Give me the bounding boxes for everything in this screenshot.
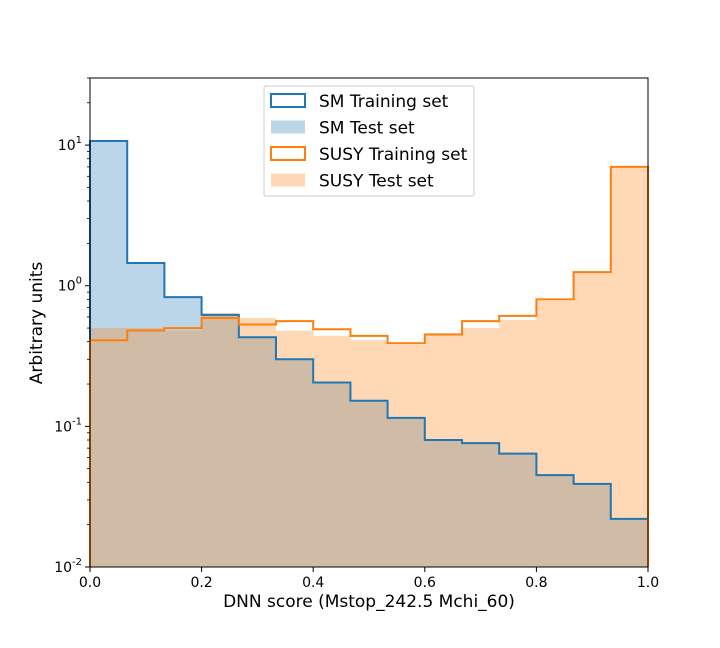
step-sm-training-set [89, 139, 649, 567]
y-tick-label: 101 [58, 135, 82, 154]
bar-susy-test-set-2 [164, 330, 202, 567]
legend-swatch-susy-training-set [270, 146, 306, 161]
bar-sm-test-set-8 [387, 417, 425, 567]
x-axis: 0.0 0.2 0.4 0.6 0.8 1.0 [79, 567, 659, 591]
bar-sm-test-set-2 [164, 297, 202, 567]
legend-swatch-sm-test-set [271, 120, 305, 134]
bar-susy-test-set-1 [127, 328, 165, 567]
x-axis-label: DNN score (Mstop_242.5 Mchi_60) [223, 592, 515, 612]
y-tick-label: 10-2 [54, 557, 82, 576]
bar-sm-test-set-1 [127, 263, 165, 567]
plot-frame [89, 77, 649, 568]
y-tick-label: 10-1 [54, 416, 82, 435]
legend: SM Training set SM Test set SUSY Training … [263, 85, 475, 197]
bar-sm-test-set-9 [424, 439, 463, 567]
bar-sm-test-set-4 [238, 337, 276, 567]
x-tick-label: 0.6 [414, 575, 436, 591]
bar-susy-test-set-0 [90, 328, 128, 567]
step-susy-training-set [89, 165, 649, 567]
bar-sm-test-set-11 [499, 453, 537, 567]
legend-label-sm-training-set: SM Training set [319, 92, 449, 112]
histogram-bars [90, 140, 648, 568]
bar-sm-test-set-5 [275, 359, 314, 567]
x-tick-label: 0.8 [525, 575, 547, 591]
legend-box [263, 85, 475, 197]
y-tick-label: 100 [58, 276, 82, 295]
bar-sm-test-set-13 [573, 483, 611, 567]
y-axis-label: Arbitrary units [27, 262, 47, 385]
legend-label-susy-training-set: SUSY Training set [319, 145, 468, 165]
bar-susy-test-set-12 [536, 300, 574, 567]
bar-sm-test-set-0 [90, 140, 128, 567]
histogram-steps [89, 139, 649, 567]
x-tick-label: 0.4 [302, 575, 324, 591]
legend-label-susy-test-set: SUSY Test set [319, 172, 434, 192]
x-tick-label: 0.0 [79, 575, 101, 591]
bar-susy-test-set-10 [462, 328, 500, 567]
legend-swatch-susy-test-set [271, 173, 305, 187]
bar-susy-test-set-3 [201, 312, 239, 567]
bar-susy-test-set-8 [387, 344, 425, 567]
y-axis: 10-2 10-1 100 101 [54, 77, 90, 576]
bar-susy-test-set-7 [350, 340, 388, 567]
bar-sm-test-set-14 [610, 518, 648, 567]
bar-susy-test-set-4 [238, 317, 276, 567]
bar-susy-test-set-11 [499, 320, 537, 567]
bar-sm-test-set-12 [536, 475, 574, 567]
bar-sm-test-set-6 [313, 382, 351, 567]
bar-susy-test-set-14 [610, 166, 648, 568]
x-tick-label: 1.0 [637, 575, 659, 591]
legend-label-sm-test-set: SM Test set [319, 119, 415, 139]
legend-swatch-sm-training-set [270, 93, 306, 108]
x-tick-label: 0.2 [190, 575, 212, 591]
bar-susy-test-set-9 [424, 333, 463, 567]
bar-sm-test-set-3 [201, 314, 239, 567]
bar-sm-test-set-10 [462, 443, 500, 567]
bar-susy-test-set-5 [275, 330, 314, 567]
bar-susy-test-set-13 [573, 273, 611, 567]
bar-susy-test-set-6 [313, 335, 351, 567]
bar-sm-test-set-7 [350, 400, 388, 567]
